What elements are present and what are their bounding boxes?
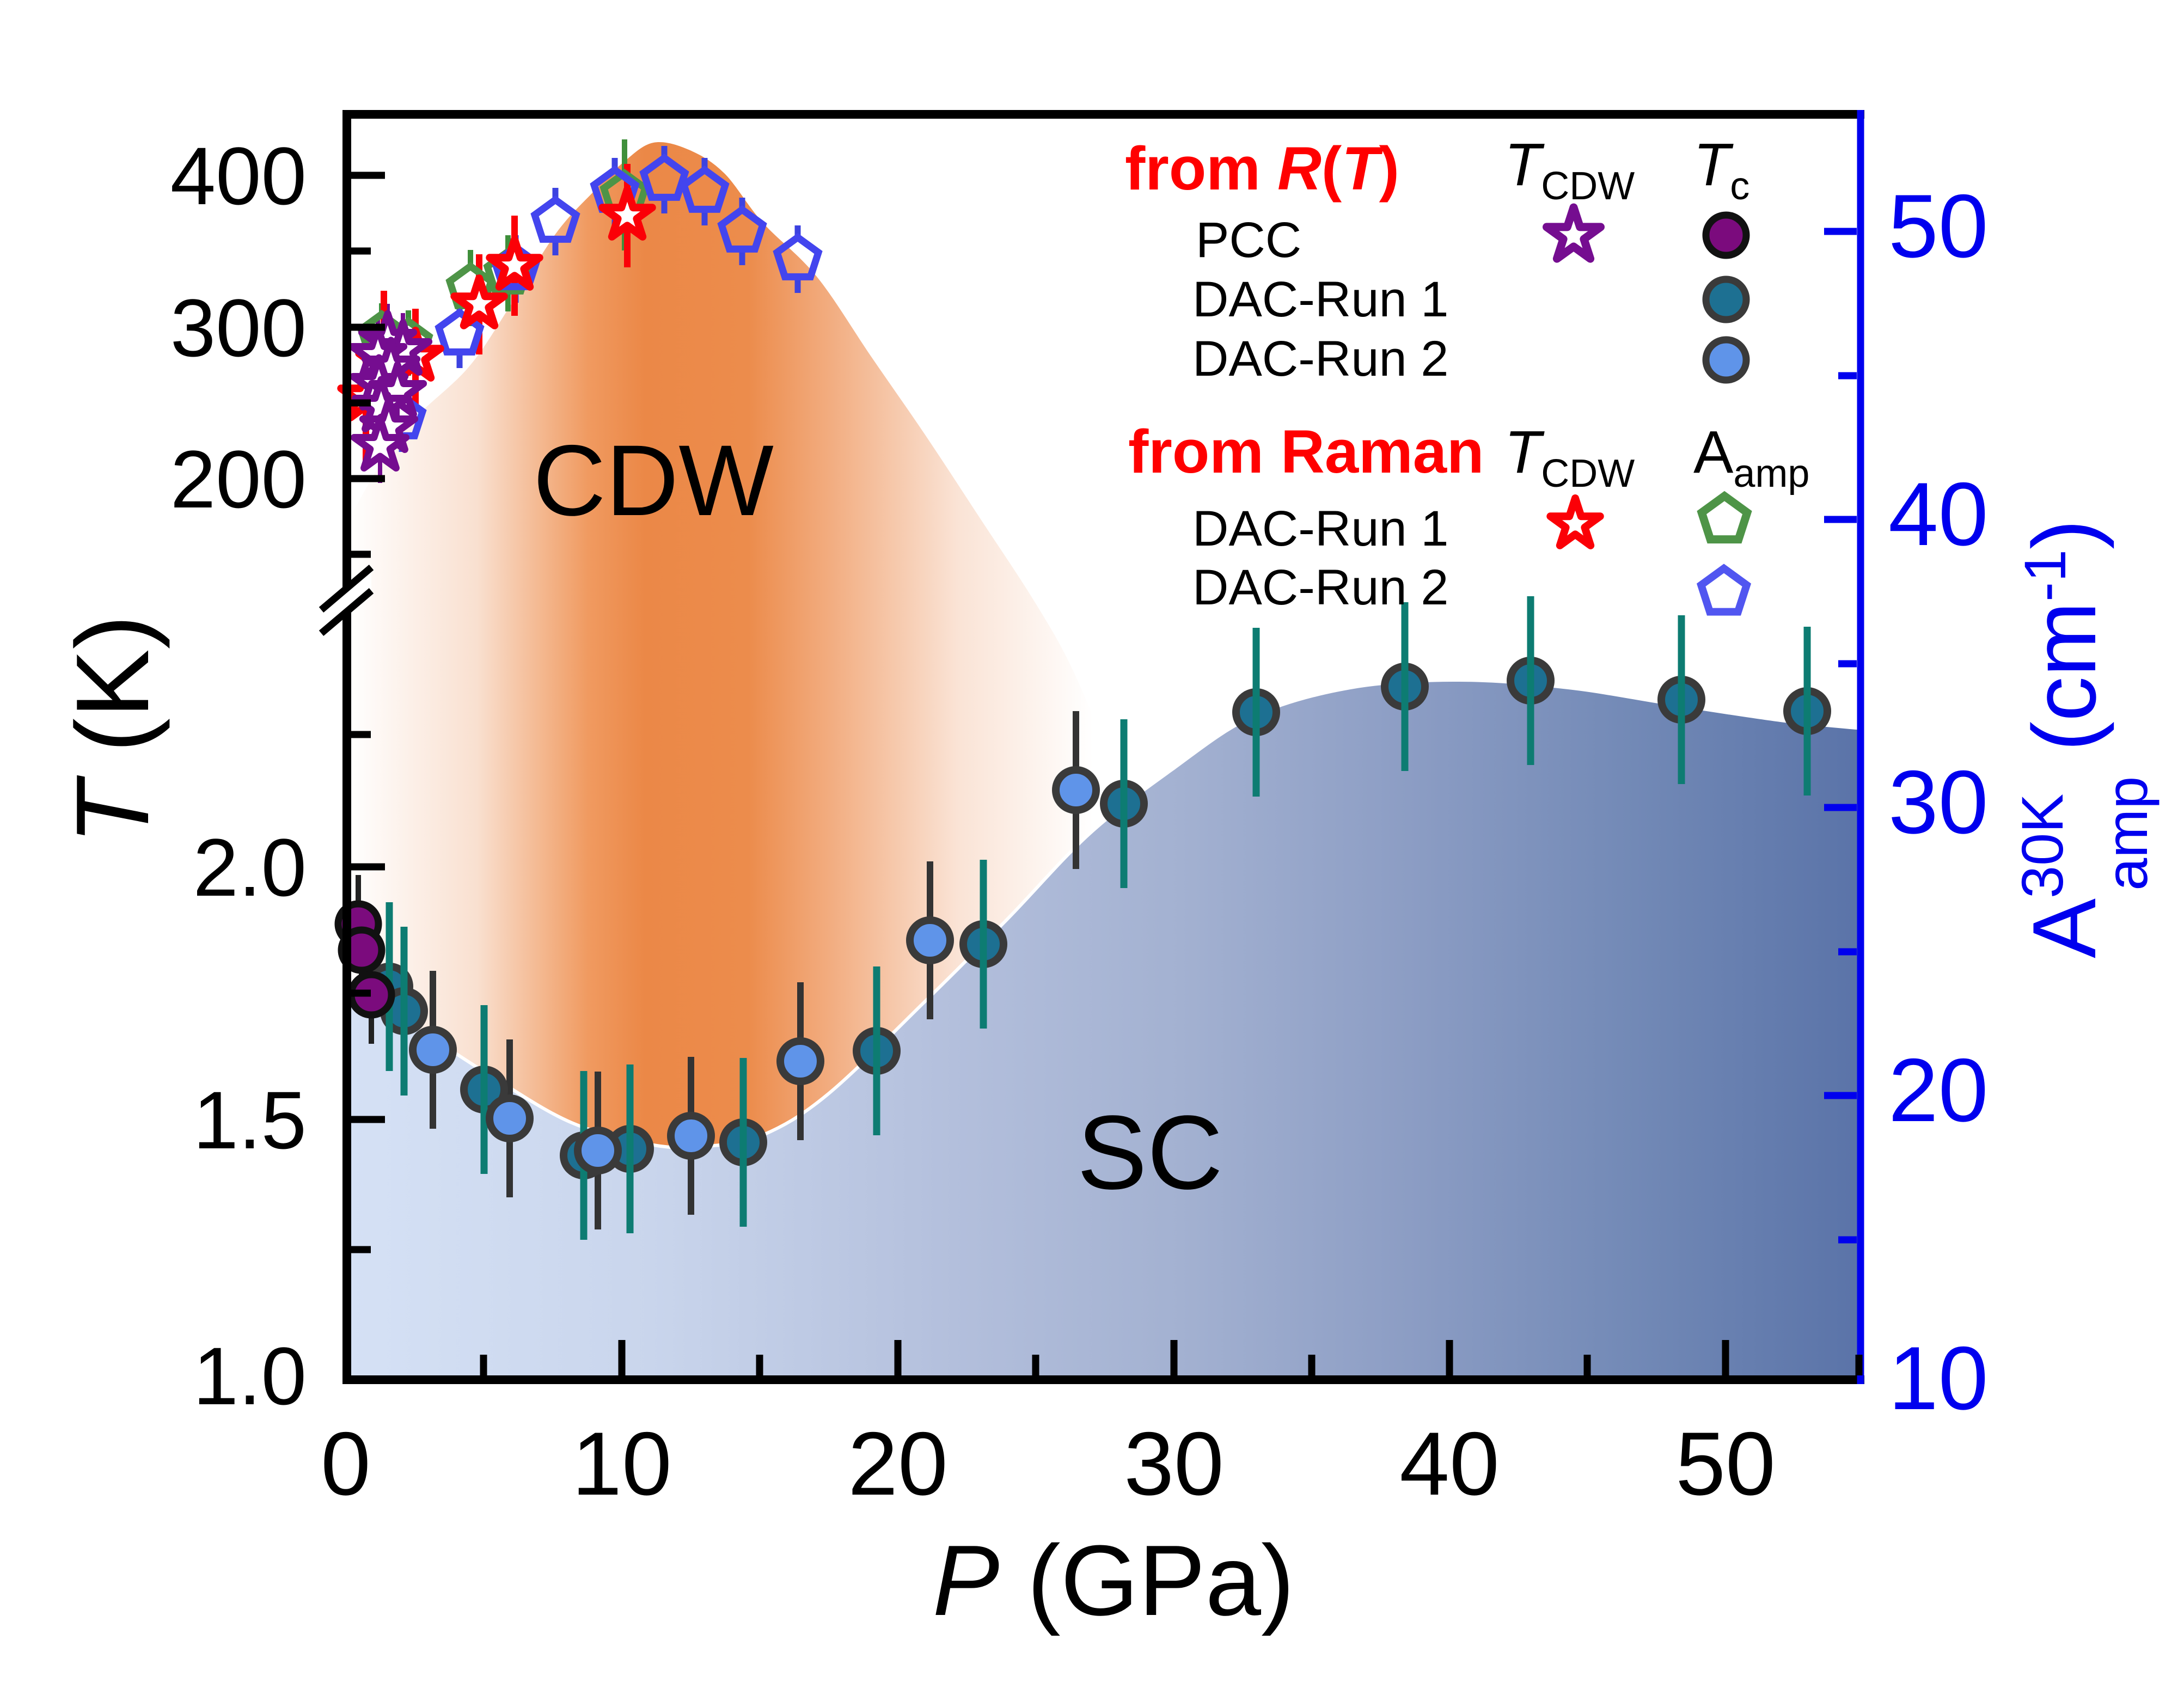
svg-text:SC: SC: [1077, 1093, 1223, 1211]
svg-text:CDW: CDW: [533, 425, 774, 537]
svg-text:2.0: 2.0: [193, 822, 307, 913]
svg-text:50: 50: [1888, 176, 1989, 276]
svg-text:TCDW: TCDW: [1504, 419, 1635, 495]
svg-text:30: 30: [1124, 1413, 1224, 1514]
svg-text:400: 400: [170, 130, 307, 222]
svg-text:1.5: 1.5: [193, 1074, 307, 1166]
svg-text:TCDW: TCDW: [1504, 131, 1635, 208]
svg-text:20: 20: [848, 1413, 948, 1514]
svg-text:30: 30: [1888, 752, 1989, 852]
svg-text:50: 50: [1675, 1413, 1776, 1514]
svg-text:0: 0: [321, 1413, 371, 1514]
svg-text:DAC-Run 1: DAC-Run 1: [1192, 272, 1448, 327]
svg-text:40: 40: [1888, 464, 1989, 564]
svg-text:40: 40: [1399, 1413, 1500, 1514]
svg-text:T (K): T (K): [55, 615, 170, 845]
svg-text:10: 10: [1888, 1328, 1989, 1428]
svg-text:PCC: PCC: [1196, 212, 1301, 268]
svg-text:from Raman: from Raman: [1128, 418, 1484, 486]
svg-text:Tc: Tc: [1693, 131, 1749, 208]
svg-text:20: 20: [1888, 1040, 1989, 1140]
svg-text:DAC-Run 1: DAC-Run 1: [1192, 501, 1448, 556]
svg-text:P (GPa): P (GPa): [933, 1524, 1295, 1636]
svg-text:DAC-Run 2: DAC-Run 2: [1192, 560, 1448, 615]
svg-text:DAC-Run 2: DAC-Run 2: [1192, 331, 1448, 387]
svg-text:300: 300: [170, 282, 307, 374]
svg-text:1.0: 1.0: [193, 1330, 307, 1422]
svg-text:from R(T): from R(T): [1125, 134, 1399, 203]
svg-text:200: 200: [170, 433, 307, 525]
svg-text:10: 10: [572, 1413, 672, 1514]
